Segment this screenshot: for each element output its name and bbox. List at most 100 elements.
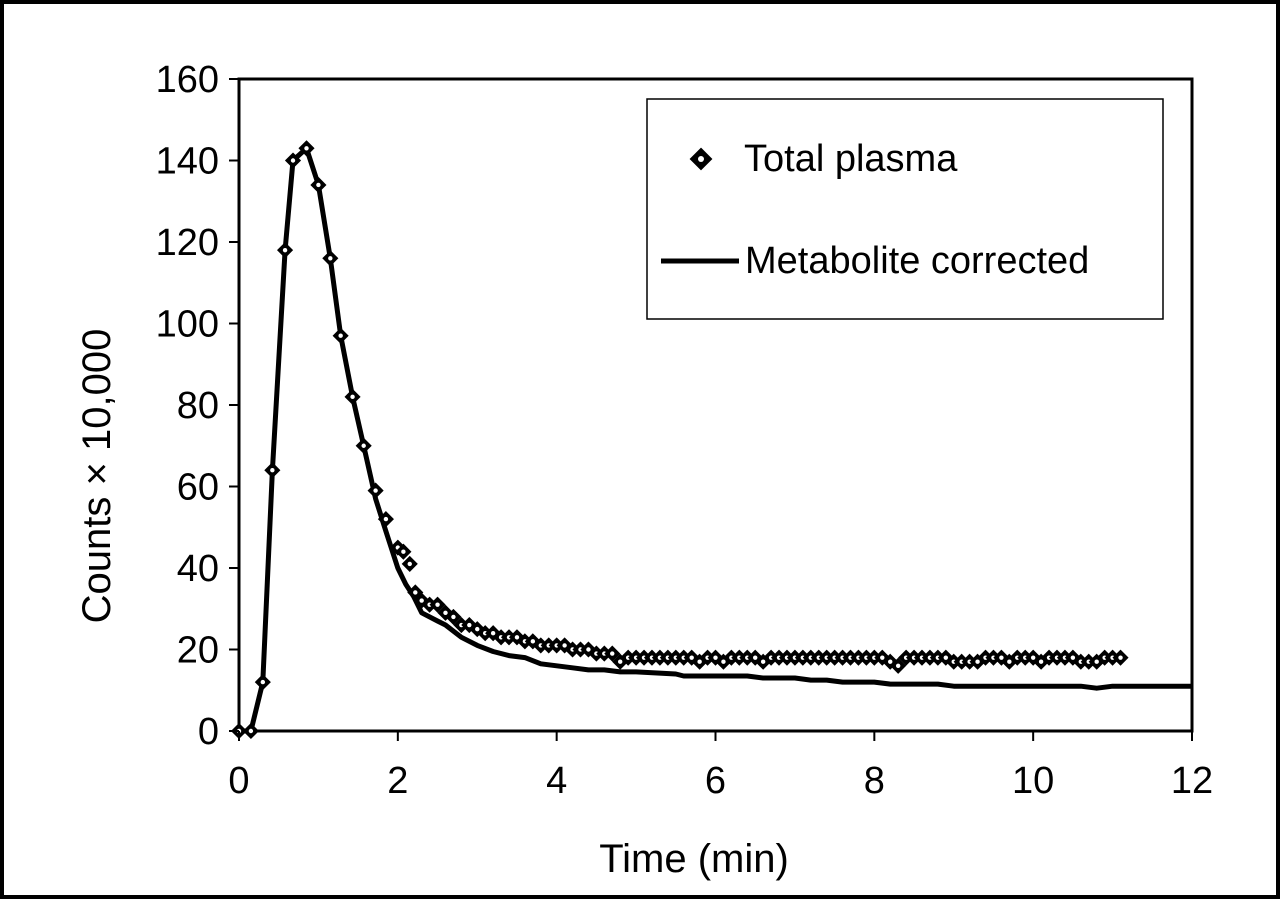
point-marker-center <box>383 516 389 522</box>
point-marker-center <box>562 643 567 648</box>
point-marker-center <box>361 443 366 448</box>
point-marker-center <box>373 488 378 493</box>
total-plasma-point <box>242 722 259 740</box>
y-tick-label: 60 <box>177 467 219 509</box>
point-marker-center <box>888 659 893 664</box>
y-axis-title: Counts × 10,000 <box>75 329 119 624</box>
total-plasma-point <box>310 176 327 194</box>
total-plasma-point <box>322 250 339 267</box>
total-plasma-point <box>882 653 899 670</box>
point-marker-center <box>475 626 480 632</box>
point-marker-center <box>760 659 766 664</box>
total-plasma-point <box>254 674 271 691</box>
total-plasma-point <box>1064 649 1081 666</box>
point-marker-center <box>975 659 980 664</box>
y-tick-label: 20 <box>177 630 219 672</box>
point-marker-center <box>943 655 949 660</box>
point-marker-center <box>338 333 343 338</box>
point-marker-center <box>618 659 623 664</box>
point-marker-center <box>1030 655 1036 660</box>
legend-label-total-plasma: Total plasma <box>744 138 958 180</box>
total-plasma-point <box>377 511 394 528</box>
total-plasma-point <box>298 140 315 157</box>
total-plasma-point <box>890 657 907 674</box>
point-marker-center <box>290 158 296 163</box>
x-tick-label: 6 <box>705 760 726 802</box>
point-marker-center <box>586 647 591 652</box>
point-marker-center <box>689 655 694 660</box>
total-plasma-point <box>401 555 418 572</box>
point-marker-center <box>999 655 1004 660</box>
point-marker-center <box>1038 659 1044 664</box>
point-marker-center <box>407 561 412 567</box>
point-marker-center <box>1070 655 1076 660</box>
total-plasma-point <box>445 608 462 625</box>
y-tick-label: 100 <box>156 304 219 346</box>
total-plasma-point <box>277 242 294 259</box>
x-tick-label: 10 <box>1012 760 1054 802</box>
point-marker-center <box>443 610 448 616</box>
total-plasma-point <box>395 543 412 560</box>
x-tick-label: 2 <box>387 760 408 802</box>
point-marker-center <box>721 659 726 664</box>
point-marker-center <box>350 394 355 400</box>
y-tick-label: 120 <box>156 222 219 264</box>
y-tick-label: 40 <box>177 548 219 590</box>
point-marker-center <box>880 655 885 660</box>
total-plasma-point <box>1112 649 1129 666</box>
total-plasma-point <box>264 462 281 479</box>
total-plasma-point <box>1025 649 1042 666</box>
legend-box <box>646 98 1164 320</box>
point-marker-center <box>419 598 424 603</box>
point-marker-center <box>270 468 275 473</box>
point-marker-center <box>713 655 718 660</box>
x-tick-label: 4 <box>546 760 567 802</box>
point-marker-center <box>248 728 254 734</box>
total-plasma-point <box>604 645 621 662</box>
point-marker-center <box>1118 655 1123 660</box>
point-marker-center <box>514 635 520 640</box>
point-marker-center <box>697 659 702 664</box>
y-tick-label: 80 <box>177 385 219 427</box>
point-marker-center <box>304 146 309 151</box>
point-marker-center <box>1007 659 1012 664</box>
point-marker-center <box>316 182 321 188</box>
legend-marker-center <box>698 156 704 162</box>
point-marker-center <box>610 651 615 656</box>
point-marker-center <box>401 549 406 554</box>
x-axis-title: Time (min) <box>599 837 789 881</box>
metabolite-corrected-series <box>239 145 1192 734</box>
total-plasma-point <box>344 388 361 405</box>
total-plasma-point <box>355 437 372 454</box>
point-marker-center <box>260 679 266 685</box>
point-marker-center <box>1094 659 1099 664</box>
point-marker-center <box>530 639 536 644</box>
y-tick-label: 160 <box>156 59 219 101</box>
point-marker-center <box>328 256 333 261</box>
legend-label-metabolite-corrected: Metabolite corrected <box>745 240 1089 282</box>
metabolite-corrected-line <box>239 145 1192 734</box>
x-tick-label: 12 <box>1171 760 1213 802</box>
total-plasma-point <box>429 596 446 613</box>
total-plasma-series <box>230 140 1129 740</box>
total-plasma-point <box>284 152 302 169</box>
x-tick-label: 0 <box>228 760 249 802</box>
point-marker-center <box>753 655 758 660</box>
y-tick-label: 0 <box>198 711 219 753</box>
point-marker-center <box>435 602 440 607</box>
legend: Total plasma Metabolite corrected <box>646 98 1164 320</box>
point-marker-center <box>467 622 472 628</box>
total-plasma-point <box>524 633 541 650</box>
y-tick-label: 140 <box>156 141 219 183</box>
point-marker-center <box>490 631 496 636</box>
x-tick-label: 8 <box>864 760 885 802</box>
point-marker-center <box>451 614 456 620</box>
point-marker-center <box>282 247 288 253</box>
total-plasma-point <box>332 327 349 344</box>
point-marker-center <box>413 590 418 595</box>
total-plasma-point <box>367 482 384 499</box>
point-marker-center <box>895 663 901 668</box>
